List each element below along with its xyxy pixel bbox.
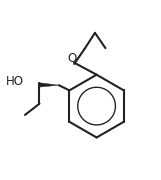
Text: O: O xyxy=(67,52,76,65)
Text: HO: HO xyxy=(6,75,24,88)
Polygon shape xyxy=(39,83,59,87)
